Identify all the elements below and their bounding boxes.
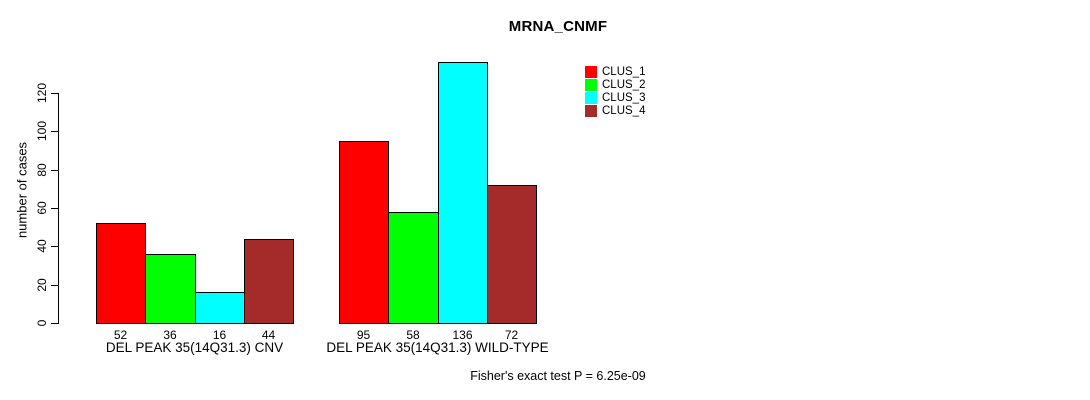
group-label: DEL PEAK 35(14Q31.3) CNV — [105, 340, 284, 355]
legend-entry: CLUS_2 — [585, 78, 645, 91]
legend-entry: CLUS_3 — [585, 91, 645, 104]
y-axis-line — [58, 93, 59, 324]
legend-swatch-clus_3 — [585, 91, 597, 104]
y-axis-tick-label: 80 — [35, 163, 49, 177]
bar-value-label: 95 — [356, 328, 371, 342]
legend-entry-label: CLUS_2 — [602, 78, 646, 91]
bar-clus_2 — [145, 254, 196, 324]
legend-swatch-clus_2 — [585, 78, 597, 91]
legend-entry: CLUS_4 — [585, 104, 645, 117]
group-label: DEL PEAK 35(14Q31.3) WILD-TYPE — [326, 340, 549, 355]
chart-title: MRNA_CNMF — [508, 18, 608, 35]
legend-entry-label: CLUS_3 — [602, 91, 646, 104]
bar-clus_3 — [195, 292, 245, 324]
y-axis-tick — [51, 131, 58, 132]
y-axis-tick-label: 100 — [35, 120, 49, 142]
bar-clus_3 — [438, 62, 488, 324]
bar-value-label: 72 — [504, 328, 519, 342]
bar-clus_2 — [388, 212, 439, 324]
bar-clus_4 — [244, 239, 294, 324]
y-axis-tick-label: 120 — [35, 82, 49, 104]
bar-value-label: 52 — [113, 328, 128, 342]
y-axis-tick-label: 0 — [35, 319, 49, 327]
bar-value-label: 16 — [212, 328, 227, 342]
legend-entry-label: CLUS_4 — [602, 104, 646, 117]
legend-swatch-clus_4 — [585, 104, 597, 117]
bar-value-label: 58 — [406, 328, 420, 342]
y-axis-tick-label: 20 — [35, 278, 49, 292]
bar-value-label: 136 — [452, 328, 473, 342]
legend-entry: CLUS_1 — [585, 65, 645, 78]
bar-clus_1 — [96, 223, 146, 324]
y-axis-tick — [51, 285, 58, 286]
legend-entry-label: CLUS_1 — [602, 65, 646, 78]
y-axis-tick — [51, 246, 58, 247]
y-axis-tick — [51, 170, 58, 171]
bar-clus_1 — [339, 141, 389, 324]
y-axis-tick — [51, 323, 58, 324]
y-axis-tick — [51, 208, 58, 209]
bar-value-label: 36 — [163, 328, 177, 342]
bar-value-label: 44 — [261, 328, 276, 342]
bar-clus_4 — [487, 185, 537, 324]
legend-swatch-clus_1 — [585, 65, 597, 78]
legend: CLUS_1 CLUS_2 CLUS_3 CLUS_4 — [585, 65, 645, 117]
y-axis-tick-label: 40 — [35, 239, 49, 253]
stat-annotation: Fisher's exact test P = 6.25e-09 — [470, 369, 646, 383]
y-axis-tick — [51, 93, 58, 94]
y-axis-tick-label: 60 — [35, 201, 49, 215]
y-axis-label: number of cases — [14, 141, 30, 239]
